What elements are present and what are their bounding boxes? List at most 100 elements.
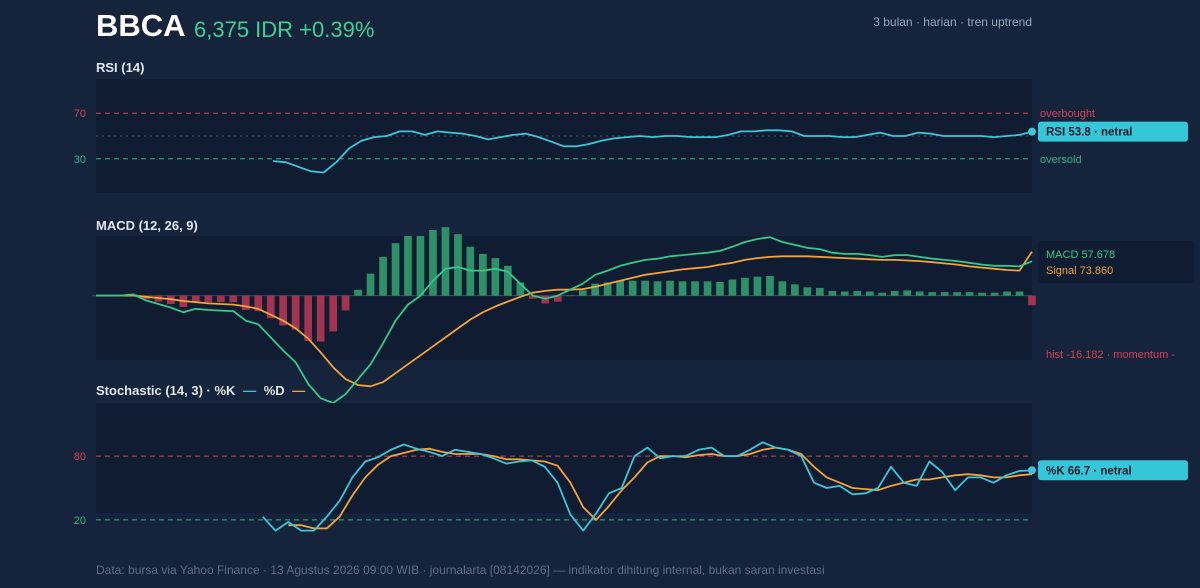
signal-legend-value: Signal 73.860 [1046, 265, 1113, 277]
macd-line [96, 236, 1033, 404]
macd-histogram-bar [266, 295, 275, 319]
macd-histogram-bar [691, 281, 699, 296]
macd-histogram-bar [728, 279, 737, 296]
macd-histogram-bar [92, 295, 100, 297]
rsi-title: RSI (14) [96, 60, 144, 75]
macd-histogram-bar [903, 290, 911, 296]
rsi-tick-label-30: 30 [74, 154, 86, 166]
macd-histogram-bar [653, 281, 662, 296]
macd-histogram-bar [741, 277, 749, 296]
macd-histogram-bar [329, 295, 337, 332]
stochastic-tick-label-20: 20 [74, 515, 86, 527]
macd-histogram-bar [354, 289, 362, 296]
d-legend-swatch: — [292, 383, 305, 398]
macd-histogram-bar [616, 280, 624, 296]
macd-title: MACD (12, 26, 9) [96, 218, 198, 233]
rsi-line [273, 129, 1033, 174]
rsi-oversold-label: oversold [1040, 154, 1082, 166]
macd-histogram-bar [853, 290, 862, 296]
macd-histogram-bar [291, 295, 300, 330]
macd-histogram-bar [528, 295, 537, 299]
macd-histogram-bar [766, 276, 774, 296]
stochastic-title: Stochastic (14, 3) · %K — %D — [96, 383, 305, 398]
macd-histogram-bar [703, 281, 712, 296]
rsi-last-point [1028, 127, 1036, 136]
macd-histogram-bar [229, 295, 238, 303]
macd-histogram-bar [441, 227, 450, 296]
macd-histogram-bar [316, 295, 325, 342]
macd-histogram-bar [304, 295, 312, 341]
macd-histogram-bar [1003, 291, 1011, 296]
macd-histogram-bar [791, 284, 799, 296]
stochastic-panel: Stochastic (14, 3) · %K — %D — 80 20 %K … [74, 383, 1188, 532]
macd-histogram-bar [840, 291, 849, 296]
macd-histogram-bar [865, 291, 874, 296]
macd-histogram-bar [516, 282, 525, 296]
stochastic-plot-area [96, 403, 1032, 513]
macd-histogram-bar [404, 236, 412, 296]
rsi-tick-label-70: 70 [74, 108, 86, 120]
macd-histogram-bar [965, 292, 974, 296]
macd-histogram-bar [566, 295, 575, 297]
period-subtitle: 3 bulan · harian · tren uptrend [873, 15, 1032, 29]
data-source-footer: Data: bursa via Yahoo Finance · 13 Agust… [96, 563, 825, 577]
stochastic-value-badge-text: %K 66.7 · netral [1046, 465, 1132, 477]
macd-histogram-bar [541, 295, 550, 304]
macd-histogram-bar [204, 295, 213, 303]
stochastic-title-d: %D [264, 383, 285, 398]
macd-histogram-bar [716, 281, 724, 296]
macd-histogram-bar [454, 234, 462, 296]
macd-histogram-bar [778, 281, 787, 296]
macd-histogram-bar [491, 258, 500, 296]
macd-histogram-bar [940, 292, 949, 296]
macd-histogram-bar [429, 230, 437, 296]
macd-histogram-bar [254, 295, 263, 312]
macd-histogram-bar [816, 287, 824, 296]
macd-histogram-bar [341, 295, 350, 311]
rsi-value-badge [1038, 121, 1188, 142]
macd-histogram-bar [1028, 295, 1036, 306]
macd-histogram-bar [628, 280, 637, 296]
macd-histogram-bar [603, 282, 612, 296]
macd-histogram-bar [416, 236, 425, 296]
macd-histogram-bar [678, 281, 687, 296]
rsi-panel: RSI (14) 70 30 overbought oversold RSI 5… [74, 60, 1188, 193]
macd-histogram-bar [990, 292, 999, 296]
stochastic-k-line [262, 441, 1033, 532]
macd-histogram-bar [953, 292, 961, 296]
macd-histogram-bar [591, 283, 599, 296]
macd-histogram-bar [915, 291, 924, 296]
price-change: 6,375 IDR +0.39% [194, 17, 375, 42]
macd-histogram-bar [216, 295, 225, 303]
macd-histogram-bar [279, 295, 287, 326]
macd-histogram-bar [828, 290, 837, 296]
macd-panel: MACD (12, 26, 9) MACD 57.678 Signal 73.8… [92, 218, 1194, 404]
macd-histogram-bar [479, 253, 487, 296]
stochastic-d-line [288, 446, 1033, 530]
macd-histogram-bar [928, 292, 936, 296]
rsi-value-badge-text: RSI 53.8 · netral [1046, 127, 1132, 139]
macd-histogram-bar [878, 292, 887, 296]
macd-histogram-bar [391, 243, 400, 296]
macd-histogram-bar [753, 276, 762, 296]
macd-histogram-bar [803, 287, 812, 296]
macd-histogram-bar [666, 280, 674, 296]
ticker-symbol: BBCA [96, 8, 186, 43]
signal-line [96, 251, 1033, 388]
macd-histogram-label: hist -16.182 · momentum - [1046, 349, 1175, 361]
macd-histogram-bar [504, 265, 512, 296]
macd-histogram-bar [641, 280, 649, 296]
stochastic-k-last-point [1028, 466, 1036, 475]
macd-histogram-bar [578, 290, 587, 296]
macd-histogram-bar [379, 256, 387, 296]
macd-histogram-bar [241, 295, 250, 310]
k-legend-swatch: — [243, 383, 256, 398]
macd-histogram [92, 227, 1036, 342]
macd-legend-box [1038, 241, 1194, 283]
macd-histogram-bar [192, 295, 200, 303]
macd-histogram-bar [1015, 291, 1024, 296]
macd-histogram-bar [978, 292, 986, 296]
macd-histogram-bar [366, 273, 375, 296]
stochastic-title-main: Stochastic (14, 3) · %K [96, 383, 236, 398]
